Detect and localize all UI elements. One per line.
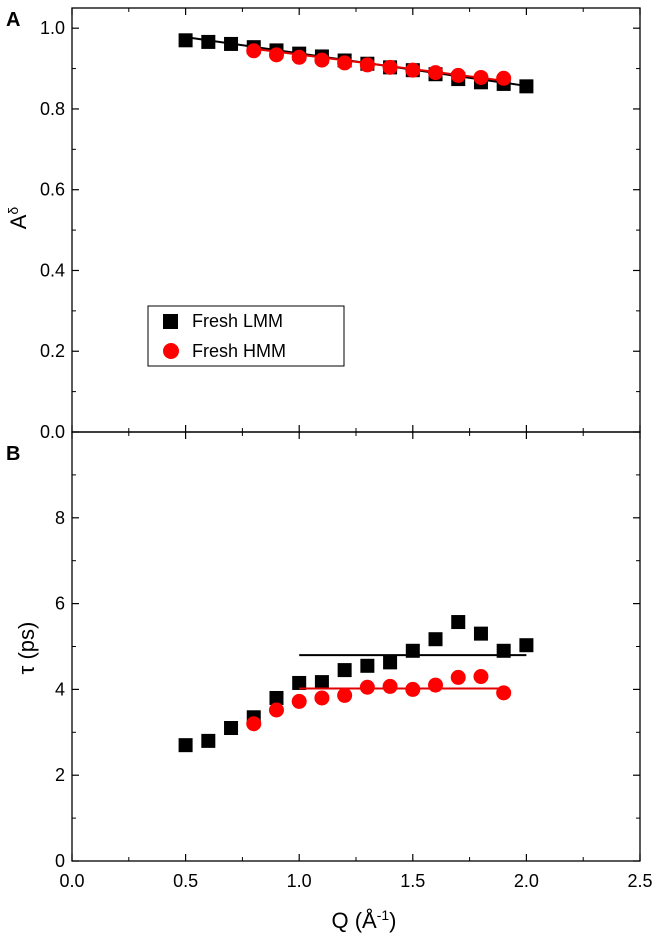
panel-a-ylabel: Aδ — [5, 207, 31, 230]
legend-label-fresh-hmm: Fresh HMM — [192, 341, 286, 361]
panel-b-y-tick-label: 2 — [55, 765, 65, 785]
panel-b-point-fresh-lmm — [428, 632, 443, 647]
panel-b-plot-frame — [71, 431, 641, 862]
panel-b-point-fresh-lmm — [496, 643, 511, 658]
panel-b-ylabel: τ (ps) — [14, 622, 39, 675]
panel-a-point-fresh-hmm — [473, 69, 489, 85]
panel-a-y-tick-label: 0.6 — [40, 180, 65, 200]
panel-b-point-fresh-hmm — [314, 690, 330, 706]
panel-b-x-tick-label: 0.0 — [59, 871, 84, 891]
panel-a: A Aδ 0.0 0.2 0.4 0.6 0.8 1.0 Fresh LMM Fresh … — [5, 7, 641, 442]
panel-a-y-tick-label: 0.2 — [40, 341, 65, 361]
panel-b-y-tick-label: 0 — [55, 851, 65, 871]
panel-a-point-fresh-lmm — [201, 34, 216, 49]
panel-b-point-fresh-hmm — [405, 681, 421, 697]
panel-a-fit-line-fresh-hmm — [253, 47, 504, 82]
panel-b-point-fresh-lmm — [360, 658, 375, 673]
panel-b-xlabel: Q (Å-1) — [331, 907, 396, 933]
panel-b-point-fresh-lmm — [473, 626, 488, 641]
panel-b-point-fresh-lmm — [337, 663, 352, 678]
panel-a-point-fresh-hmm — [291, 49, 307, 65]
panel-a-y-tick-label: 0.4 — [40, 260, 65, 280]
panel-a-point-fresh-lmm — [178, 33, 193, 48]
panel-b-point-fresh-hmm — [268, 702, 284, 718]
panel-b-point-fresh-lmm — [292, 675, 307, 690]
panel-b-y-tick-label: 8 — [55, 508, 65, 528]
panel-a-point-fresh-hmm — [382, 59, 398, 75]
panel-b-point-fresh-hmm — [473, 669, 489, 685]
panel-a-y-tick-label: 0.0 — [40, 422, 65, 442]
panel-a-letter: A — [6, 9, 20, 31]
panel-a-point-fresh-lmm — [519, 79, 534, 94]
panel-b-point-fresh-hmm — [428, 677, 444, 693]
panel-b-point-fresh-lmm — [314, 675, 329, 690]
panel-a-point-fresh-hmm — [405, 62, 421, 78]
panel-a-y-tick-label: 1.0 — [40, 18, 65, 38]
panel-b-point-fresh-lmm — [178, 738, 193, 753]
panel-b-point-fresh-lmm — [269, 690, 284, 705]
panel-b-point-fresh-lmm — [451, 615, 466, 630]
panel-a-point-fresh-hmm — [359, 57, 375, 73]
panel-b-x-tick-label: 2.5 — [627, 871, 652, 891]
panel-b-point-fresh-hmm — [359, 679, 375, 695]
panel-b: B τ (ps) 0.0 0.5 1.0 1.5 2.0 2.5 0 2 4 6 8 Q (Å-1) — [6, 431, 653, 933]
panel-b-x-tick-label: 0.5 — [173, 871, 198, 891]
panel-a-point-fresh-hmm — [246, 43, 262, 59]
panel-b-point-fresh-lmm — [383, 655, 398, 670]
panel-b-point-fresh-lmm — [224, 721, 239, 736]
panel-a-point-fresh-hmm — [450, 67, 466, 83]
legend-marker-fresh-lmm — [163, 314, 178, 329]
panel-b-point-fresh-hmm — [382, 678, 398, 694]
panel-b-x-tick-label: 2.0 — [514, 871, 539, 891]
panel-b-point-fresh-lmm — [201, 733, 216, 748]
legend-box — [147, 305, 345, 367]
panel-b-point-fresh-lmm — [519, 638, 534, 653]
panel-b-y-tick-label: 6 — [55, 594, 65, 614]
panel-b-point-fresh-lmm — [405, 643, 420, 658]
panel-a-point-fresh-hmm — [268, 47, 284, 63]
panel-b-x-tick-label: 1.0 — [287, 871, 312, 891]
panel-b-point-fresh-hmm — [291, 693, 307, 709]
panel-b-point-fresh-hmm — [496, 685, 512, 701]
panel-a-point-fresh-hmm — [496, 70, 512, 86]
panel-a-point-fresh-lmm — [224, 36, 239, 51]
panel-b-y-tick-label: 4 — [55, 679, 65, 699]
legend-label-fresh-lmm: Fresh LMM — [192, 311, 283, 331]
legend: Fresh LMM Fresh HMM — [147, 305, 345, 367]
panel-b-letter: B — [6, 443, 20, 465]
panel-a-point-fresh-hmm — [314, 52, 330, 68]
panel-b-point-fresh-hmm — [337, 687, 353, 703]
panel-b-point-fresh-hmm — [246, 716, 262, 732]
panel-a-y-tick-label: 0.8 — [40, 99, 65, 119]
panel-a-point-fresh-hmm — [337, 55, 353, 71]
panel-a-point-fresh-hmm — [428, 65, 444, 81]
panel-a-plot-frame — [71, 7, 641, 433]
panel-b-point-fresh-hmm — [450, 669, 466, 685]
panel-b-x-tick-label: 1.5 — [400, 871, 425, 891]
legend-marker-fresh-hmm — [163, 343, 179, 359]
